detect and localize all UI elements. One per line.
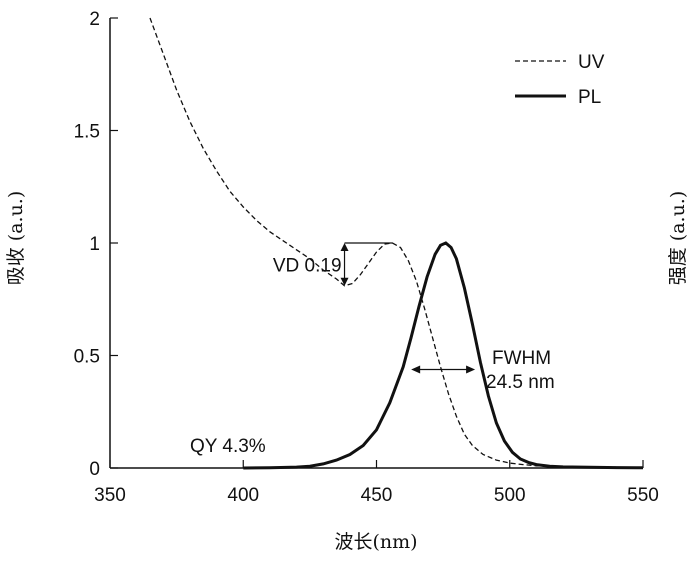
- fwhm-value: 24.5 nm: [486, 372, 555, 393]
- y-ticks: 0 0.5 1 1.5 2: [74, 9, 118, 480]
- x-tick-label-350: 350: [94, 485, 126, 506]
- series-uv-line: [149, 17, 644, 468]
- x-tick-label-550: 550: [627, 485, 659, 506]
- vd-label: VD 0.19: [273, 255, 342, 276]
- x-tick-label-400: 400: [227, 485, 259, 506]
- x-tick-label-500: 500: [494, 485, 526, 506]
- fwhm-marker: [411, 365, 476, 374]
- x-axis-title: 波长(nm): [334, 531, 417, 553]
- vd-arrowhead-down: [340, 277, 349, 286]
- y-tick-label-0.5: 0.5: [74, 347, 100, 368]
- y-tick-label-1: 1: [89, 234, 100, 255]
- series-pl-line: [243, 241, 644, 470]
- fwhm-arrowhead-right: [466, 365, 476, 374]
- y2-axis-title: 强度 (a.u.): [667, 191, 689, 286]
- fwhm-title: FWHM: [492, 348, 551, 369]
- y-tick-label-2: 2: [89, 9, 100, 30]
- legend-pl-label: PL: [578, 87, 601, 108]
- y-axis-title: 吸收 (a.u.): [5, 191, 27, 286]
- x-ticks: 350 400 450 500 550: [94, 460, 659, 506]
- legend-uv-label: UV: [578, 52, 605, 73]
- legend: UV PL: [515, 52, 605, 108]
- x-tick-label-450: 450: [361, 485, 393, 506]
- vd-marker: [340, 242, 393, 286]
- qy-label: QY 4.3%: [190, 436, 266, 457]
- y-tick-label-1.5: 1.5: [74, 122, 100, 143]
- vd-arrowhead-up: [340, 243, 349, 251]
- y-tick-label-0: 0: [89, 459, 100, 480]
- fwhm-arrowhead-left: [411, 365, 421, 374]
